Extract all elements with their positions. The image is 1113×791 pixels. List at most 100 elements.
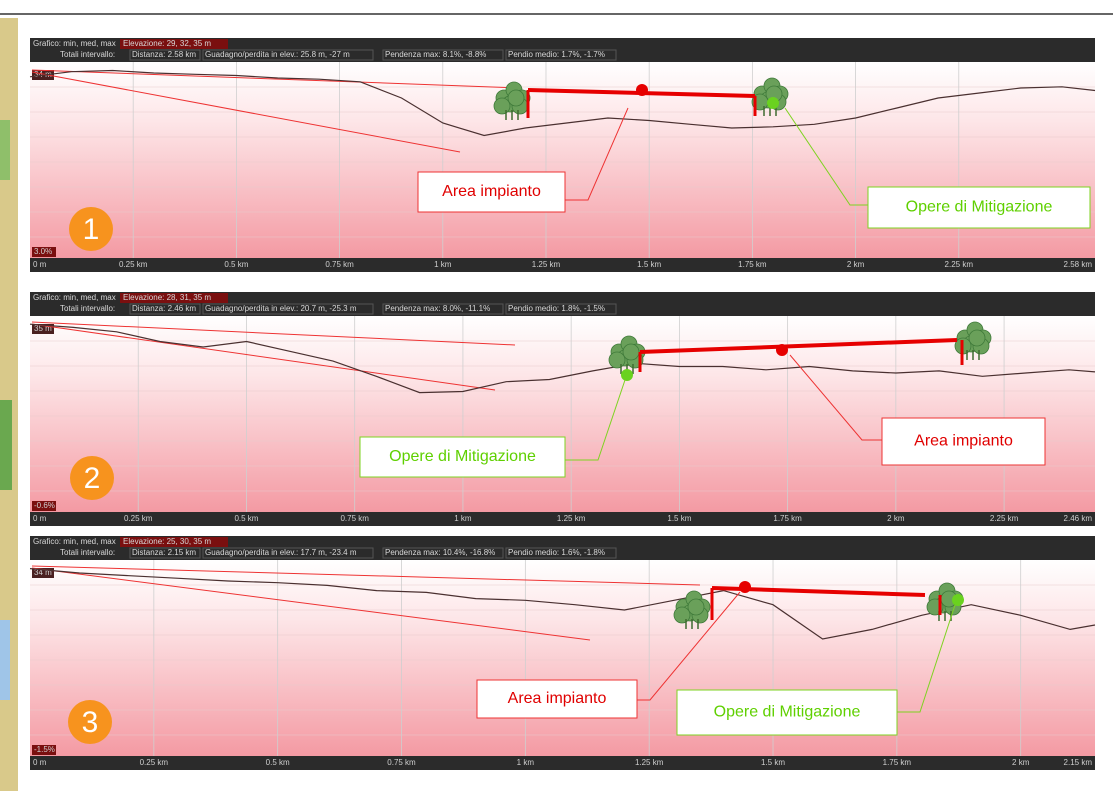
header-cell (129, 49, 201, 61)
plant-dot (739, 581, 751, 593)
y-bottom-bg (32, 745, 56, 755)
axis-bar (30, 512, 1095, 526)
guide-line (31, 321, 516, 346)
elevation-bg (120, 293, 228, 303)
x-tick-label: 2 km (887, 514, 905, 523)
elevation-bg (120, 537, 228, 547)
mitigation-label: Opere di Mitigazione (906, 199, 1053, 216)
x-tick-label: 1.75 km (773, 514, 802, 523)
mitigation-box (359, 436, 566, 478)
mitigation-connector (897, 604, 956, 713)
elevation-profile (29, 69, 1096, 137)
avg-slope: Pendio medio: 1.8%, -1.5% (508, 304, 605, 313)
y-top-label: 34 m (34, 568, 52, 577)
x-tick-label: 1 km (517, 758, 535, 767)
area-connector (565, 107, 629, 201)
x-tick-label: 2.25 km (990, 514, 1019, 523)
tree (622, 343, 640, 361)
totals-label: Totali intervallo: (60, 304, 115, 313)
guide-line (31, 71, 461, 153)
distance: Distanza: 2.58 km (132, 50, 196, 59)
map-strip (0, 120, 10, 180)
header-cell (505, 303, 617, 315)
elevation-bg (120, 39, 228, 49)
x-tick-label: 1 km (454, 514, 472, 523)
chart-label: Grafico: min, med, max (33, 293, 116, 302)
x-tick-label: 1.75 km (738, 260, 767, 269)
header-cell (129, 547, 201, 559)
map-strip (0, 620, 10, 700)
header-cell (202, 49, 374, 61)
badge-number: 3 (82, 706, 99, 739)
gain-loss: Guadagno/perdita in elev.: 20.7 m, -25.3… (205, 304, 357, 313)
elevation-profile (29, 323, 1096, 394)
badge (69, 207, 113, 251)
x-tick-label: 0.75 km (340, 514, 369, 523)
x-tick-label: 0 m (33, 514, 47, 523)
y-top-label: 35 m (34, 324, 52, 333)
x-tick-label: 2.46 km (1064, 514, 1093, 523)
x-tick-label: 0.75 km (387, 758, 416, 767)
map-strip (0, 400, 12, 490)
tree (968, 329, 986, 347)
x-tick-label: 1.25 km (557, 514, 586, 523)
x-tick-label: 0.5 km (224, 260, 248, 269)
totals-label: Totali intervallo: (60, 548, 115, 557)
header-cell (382, 49, 504, 61)
axis-bar (30, 756, 1095, 770)
guide-line (31, 567, 591, 641)
axis-bar (30, 258, 1095, 272)
x-tick-label: 1.25 km (635, 758, 664, 767)
header-cell (129, 303, 201, 315)
mitigation-box (676, 689, 898, 736)
elevation: Elevazione: 25, 30, 35 m (123, 537, 211, 546)
x-tick-label: 1.5 km (667, 514, 691, 523)
tree (687, 598, 705, 616)
x-tick-label: 2 km (1012, 758, 1030, 767)
avg-slope: Pendio medio: 1.6%, -1.8% (508, 548, 605, 557)
x-tick-label: 0.25 km (119, 260, 148, 269)
y-top-bg (32, 568, 54, 578)
chart-label: Grafico: min, med, max (33, 537, 116, 546)
area-connector (637, 591, 741, 701)
gain-loss: Guadagno/perdita in elev.: 17.7 m, -23.4… (205, 548, 357, 557)
tree (673, 606, 691, 624)
header-cell (202, 303, 374, 315)
mitigation-connector (565, 379, 626, 461)
tree (507, 89, 525, 107)
avg-slope: Pendio medio: 1.7%, -1.7% (508, 50, 605, 59)
x-tick-label: 0.5 km (266, 758, 290, 767)
x-tick-label: 0.75 km (325, 260, 354, 269)
mitigation-box (867, 186, 1091, 229)
mitigation-dot (952, 594, 964, 606)
area-label: Area impianto (508, 690, 607, 707)
area-label: Area impianto (442, 183, 541, 200)
max-slope: Pendenza max: 10.4%, -16.8% (385, 548, 495, 557)
guide-line (31, 565, 701, 586)
x-tick-label: 0.25 km (140, 758, 169, 767)
gain-loss: Guadagno/perdita in elev.: 25.8 m, -27 m (205, 50, 350, 59)
plant-dot (776, 344, 788, 356)
header-cell (505, 547, 617, 559)
badge-number: 2 (84, 462, 101, 495)
plant-dot (636, 84, 648, 96)
badge-number: 1 (83, 213, 100, 246)
elevation: Elevazione: 29, 32, 35 m (123, 39, 211, 48)
x-tick-label: 1.5 km (637, 260, 661, 269)
distance: Distanza: 2.46 km (132, 304, 196, 313)
tree (493, 97, 511, 115)
badge (68, 700, 112, 744)
header-cell (382, 547, 504, 559)
mitigation-dot (621, 369, 633, 381)
y-bottom-bg (32, 247, 56, 257)
tree (608, 351, 626, 369)
guide-line (31, 323, 496, 391)
max-slope: Pendenza max: 8.1%, -8.8% (385, 50, 486, 59)
area-box (476, 679, 638, 719)
guide-line (31, 69, 521, 89)
elevation: Elevazione: 28, 31, 35 m (123, 293, 211, 302)
x-tick-label: 0.5 km (234, 514, 258, 523)
header-cell (382, 303, 504, 315)
chart-label: Grafico: min, med, max (33, 39, 116, 48)
